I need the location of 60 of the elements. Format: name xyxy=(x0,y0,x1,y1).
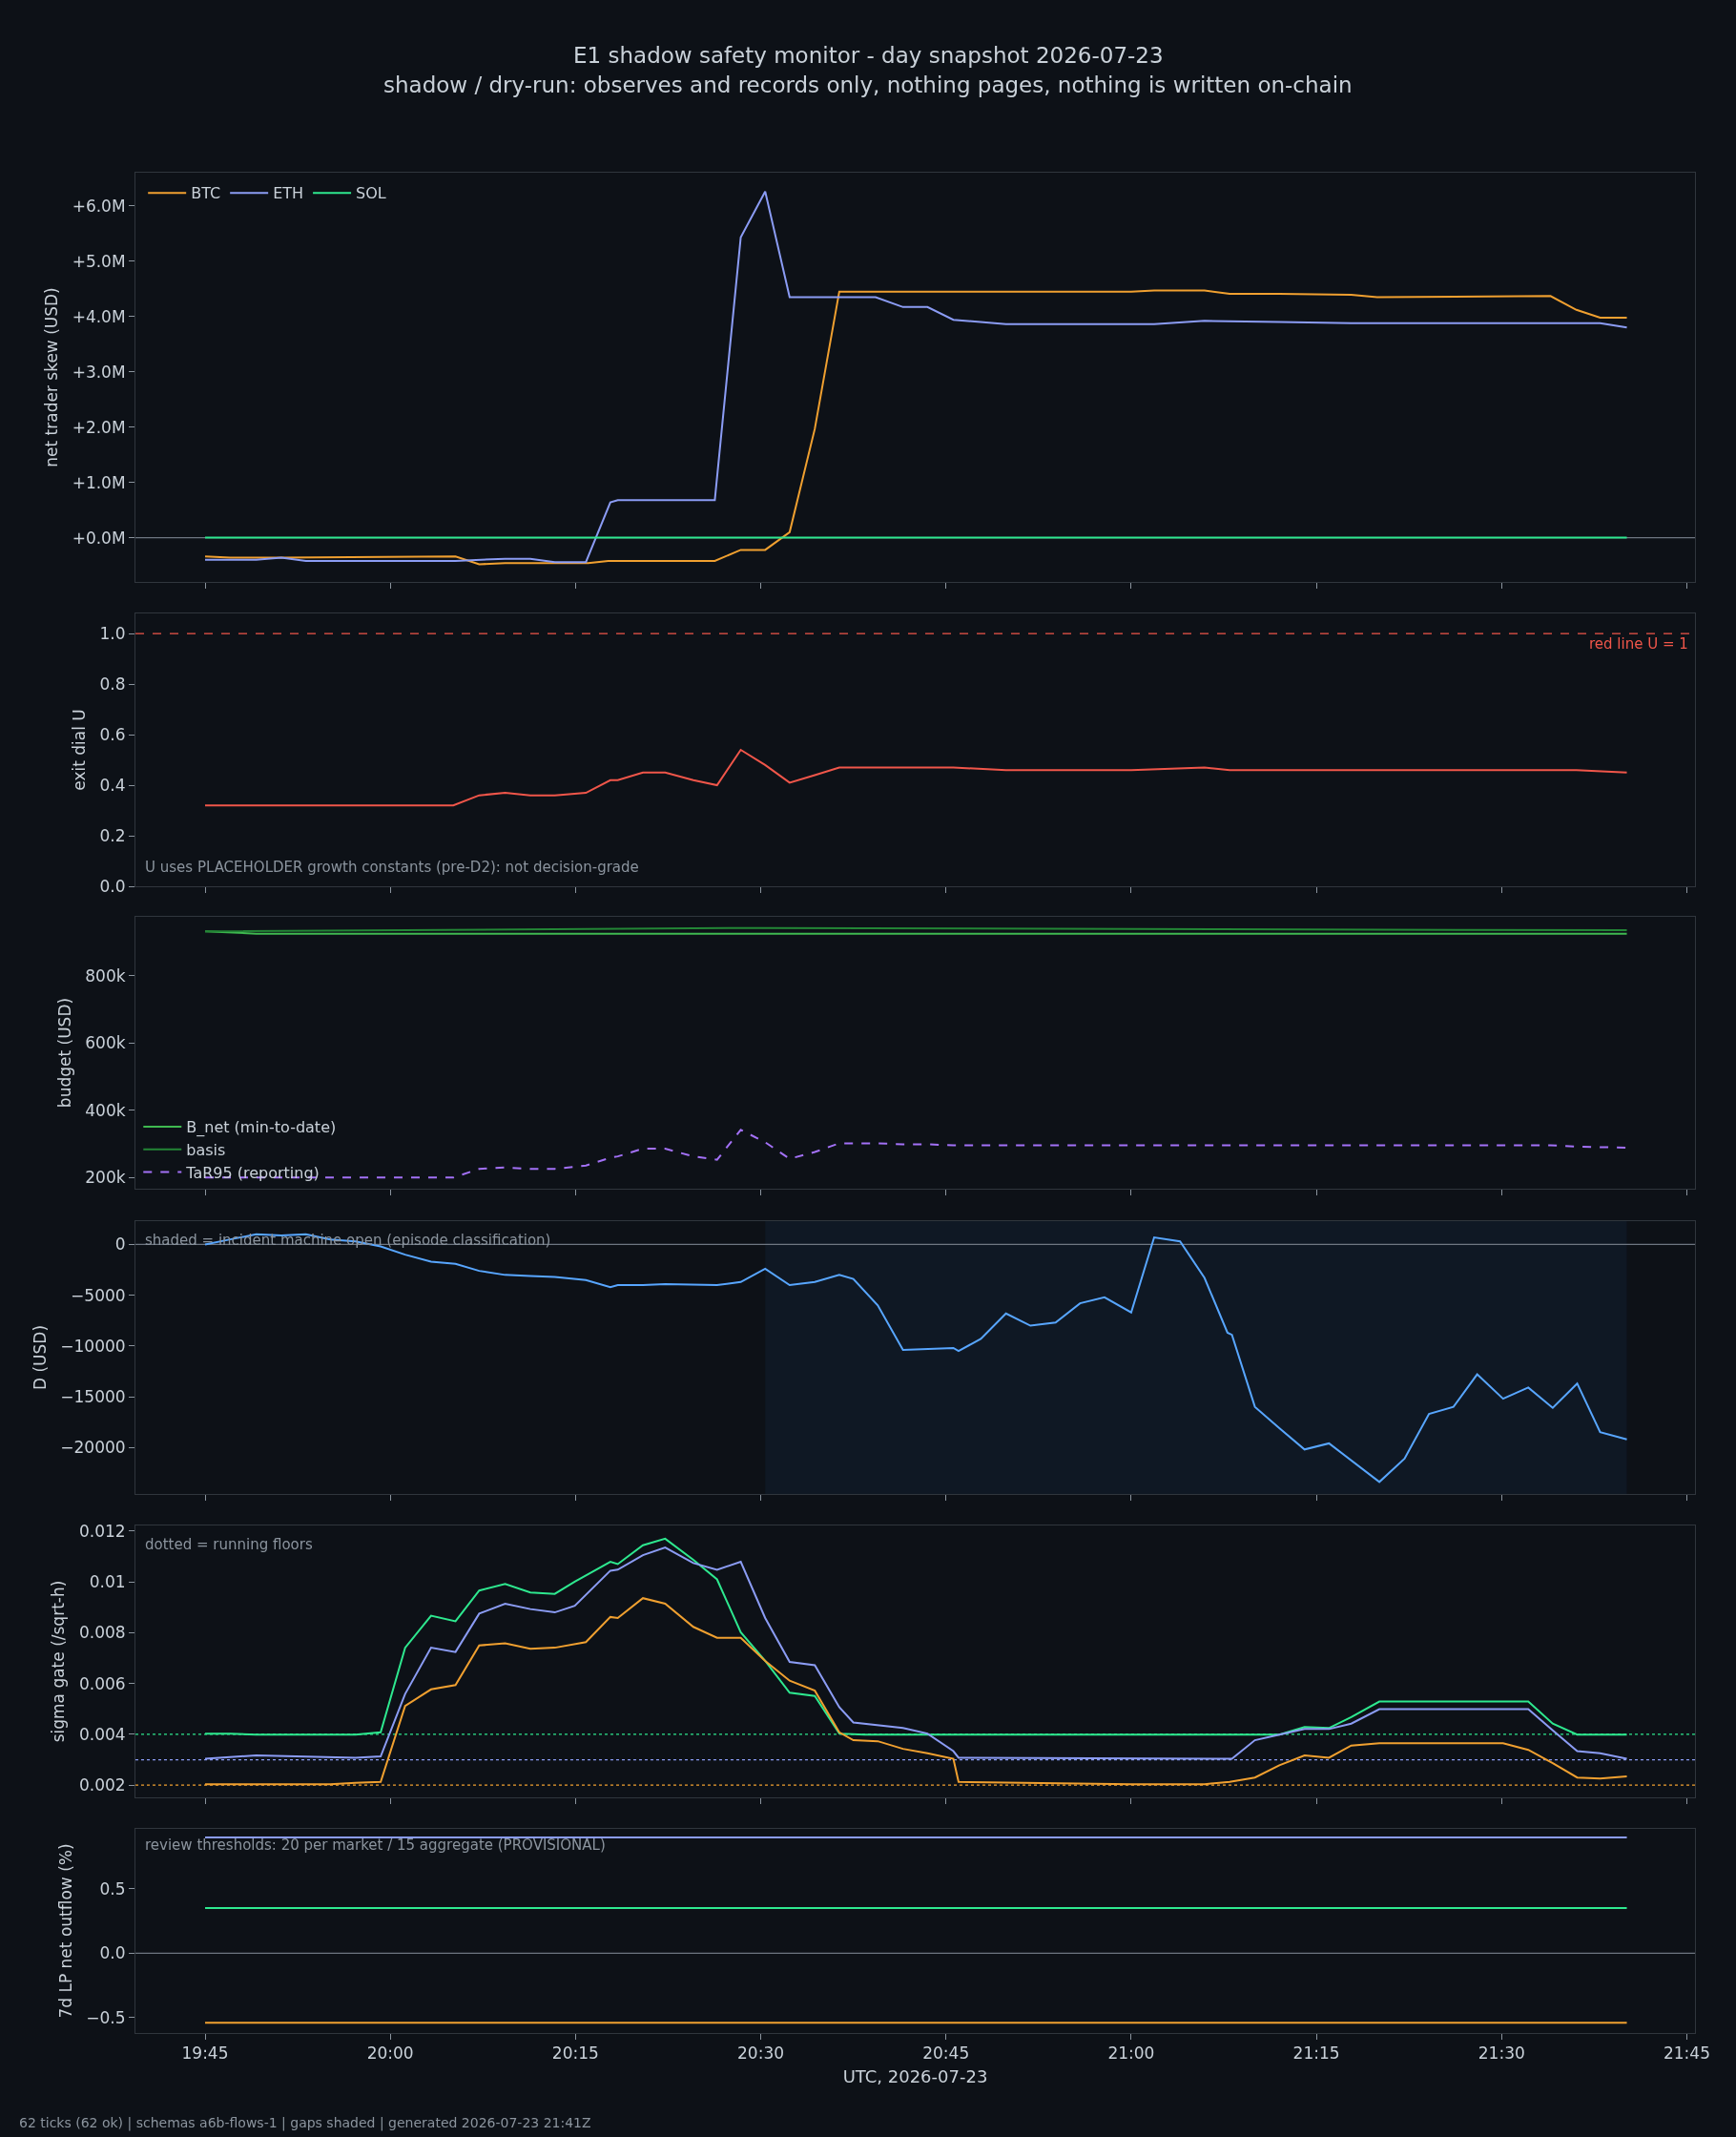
y-tick-label: 0.0 xyxy=(99,1943,126,1963)
x-tick-label: 20:30 xyxy=(737,2044,785,2064)
y-tick-label: 1.0 xyxy=(99,624,126,644)
x-tick-label: 19:45 xyxy=(181,2044,229,2064)
y-tick-label: 0.01 xyxy=(89,1572,126,1592)
x-tick-label: 21:30 xyxy=(1478,2044,1525,2064)
y-tick-label: −10000 xyxy=(60,1336,126,1356)
y-tick-label: 0.6 xyxy=(99,725,126,745)
y-tick-label: 0.008 xyxy=(78,1623,126,1643)
y-tick-label: −20000 xyxy=(60,1438,126,1458)
y-tick-label: 600k xyxy=(85,1033,126,1053)
y-tick-label: −0.5 xyxy=(86,2007,126,2027)
y-tick-label: −5000 xyxy=(71,1285,126,1305)
legend-label: ETH xyxy=(273,184,304,203)
y-tick-label: +0.0M xyxy=(72,528,126,548)
y-axis-title: net trader skew (USD) xyxy=(42,287,62,467)
y-tick-label: +5.0M xyxy=(72,251,126,271)
x-tick-label: 20:15 xyxy=(551,2044,599,2064)
annotation: dotted = running floors xyxy=(145,1536,313,1553)
y-tick-label: 0.4 xyxy=(99,776,126,796)
x-tick-label: 20:00 xyxy=(366,2044,414,2064)
ref-line-label: red line U = 1 xyxy=(1589,635,1688,653)
chart-subtitle: shadow / dry-run: observes and records only, nothing pages, nothing is written on-chain xyxy=(383,73,1353,97)
x-tick-label: 21:45 xyxy=(1663,2044,1710,2064)
chart-title: E1 shadow safety monitor - day snapshot 2026-07-23 xyxy=(573,43,1164,68)
y-tick-label: −15000 xyxy=(60,1386,126,1406)
y-tick-label: 0.006 xyxy=(78,1673,126,1693)
y-tick-label: 0 xyxy=(114,1234,126,1255)
legend-label: basis xyxy=(186,1140,226,1159)
y-tick-label: 800k xyxy=(85,965,126,986)
y-axis-title: budget (USD) xyxy=(54,997,74,1109)
y-tick-label: +4.0M xyxy=(72,306,126,326)
y-tick-label: 200k xyxy=(85,1168,126,1188)
x-tick-label: 21:00 xyxy=(1107,2044,1155,2064)
y-tick-label: 0.004 xyxy=(78,1724,126,1744)
y-tick-label: +1.0M xyxy=(72,472,126,492)
y-tick-label: 0.2 xyxy=(99,825,126,845)
y-axis-title: 7d LP net outflow (%) xyxy=(55,1843,75,2019)
legend-label: SOL xyxy=(356,184,386,203)
y-tick-label: 0.0 xyxy=(99,876,126,896)
y-tick-label: 0.002 xyxy=(78,1775,126,1795)
annotation: U uses PLACEHOLDER growth constants (pre-D2): not decision-grade xyxy=(145,859,639,876)
x-tick-label: 20:45 xyxy=(922,2044,970,2064)
y-tick-label: +6.0M xyxy=(72,196,126,216)
legend-label: BTC xyxy=(191,184,221,203)
y-tick-label: +2.0M xyxy=(72,417,126,437)
legend-label: TaR95 (reporting) xyxy=(185,1163,320,1182)
legend-label: B_net (min-to-date) xyxy=(186,1118,337,1138)
y-tick-label: 0.5 xyxy=(99,1878,126,1898)
y-tick-label: +3.0M xyxy=(72,362,126,382)
y-tick-label: 0.012 xyxy=(78,1521,126,1541)
annotation: review thresholds: 20 per market / 15 aggregate (PROVISIONAL) xyxy=(145,1836,606,1854)
x-axis-title: UTC, 2026-07-23 xyxy=(842,2065,988,2086)
y-axis-title: sigma gate (/sqrt-h) xyxy=(49,1580,69,1743)
y-tick-label: 0.8 xyxy=(99,674,126,695)
y-axis-title: D (USD) xyxy=(30,1324,50,1391)
y-tick-label: 400k xyxy=(85,1100,126,1120)
x-tick-label: 21:15 xyxy=(1292,2044,1340,2064)
y-axis-title: exit dial U xyxy=(70,709,90,791)
text: 62 ticks (62 ok) | schemas a6b-flows-1 | gaps shaded | generated 2026-07-23 21:41Z xyxy=(19,2115,591,2131)
